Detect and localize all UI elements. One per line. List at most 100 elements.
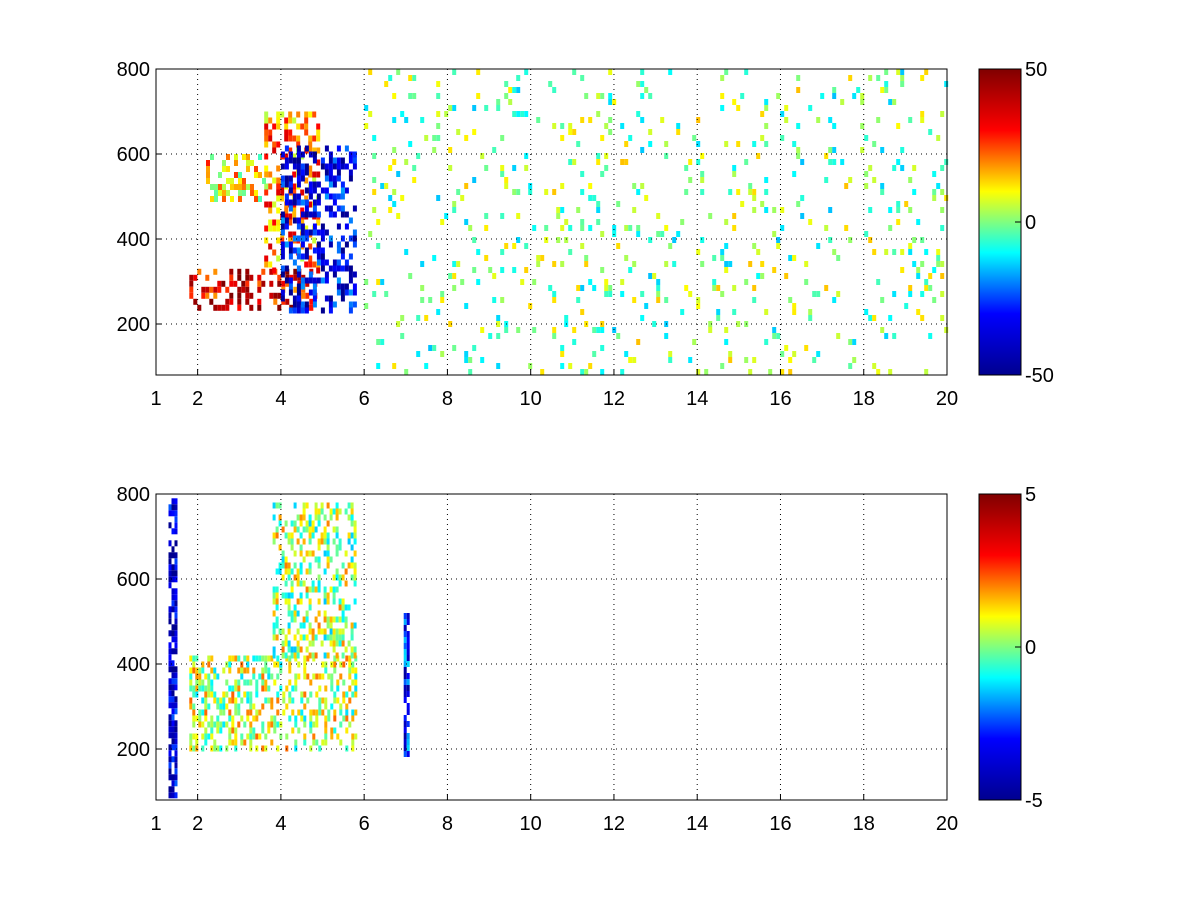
heat-cell xyxy=(272,538,276,545)
heat-cell xyxy=(312,135,317,142)
colorbar-tick-label: -5 xyxy=(1025,790,1043,812)
heat-cell xyxy=(314,556,318,563)
heat-cell xyxy=(323,610,327,617)
heat-cell xyxy=(448,165,453,171)
y-tick-label: 800 xyxy=(117,59,150,81)
heat-cell xyxy=(852,93,857,99)
heat-cell xyxy=(348,307,353,314)
heat-cell xyxy=(353,580,357,587)
heat-cell xyxy=(353,532,357,539)
heat-cell xyxy=(230,196,234,202)
heat-cell xyxy=(258,172,262,178)
heat-cell xyxy=(840,159,845,165)
heat-cell xyxy=(760,273,765,279)
heat-cell xyxy=(213,691,217,698)
heat-cell xyxy=(352,151,357,158)
heat-cell xyxy=(329,616,333,623)
bottom-axes-frame xyxy=(155,493,948,801)
heat-cell xyxy=(237,286,242,293)
heat-cell xyxy=(168,786,172,793)
heat-cell xyxy=(636,81,641,87)
heat-cell xyxy=(664,297,669,303)
heat-cell xyxy=(376,219,381,225)
heat-cell xyxy=(309,691,313,698)
heat-cell xyxy=(272,219,277,226)
heat-cell xyxy=(284,568,288,575)
heat-cell xyxy=(168,702,172,709)
heat-cell xyxy=(876,75,881,81)
heat-cell xyxy=(560,351,565,357)
heat-cell xyxy=(198,667,202,674)
heat-cell xyxy=(317,628,321,635)
heat-cell xyxy=(326,550,330,557)
heat-cell xyxy=(304,247,309,254)
heat-cell xyxy=(264,171,269,178)
heat-cell xyxy=(249,721,253,728)
heat-cell xyxy=(392,93,397,99)
heat-cell xyxy=(496,363,501,369)
heat-cell xyxy=(364,105,369,111)
heat-cell xyxy=(940,207,945,213)
heat-cell xyxy=(404,159,409,165)
heat-cell xyxy=(326,520,330,527)
heat-cell xyxy=(321,661,325,668)
heat-cell xyxy=(281,640,285,647)
heat-cell xyxy=(216,727,220,734)
heat-cell xyxy=(264,733,268,740)
heat-cell xyxy=(204,709,208,716)
heat-cell xyxy=(836,333,841,339)
heat-cell xyxy=(403,637,407,643)
heat-cell xyxy=(318,703,322,710)
heat-cell xyxy=(284,277,289,284)
heat-cell xyxy=(372,207,377,213)
heat-cell xyxy=(237,703,241,710)
heat-cell xyxy=(588,279,593,285)
heat-cell xyxy=(353,646,357,653)
heat-cell xyxy=(323,592,327,599)
heat-cell xyxy=(303,739,307,746)
heat-cell xyxy=(276,141,281,148)
heat-cell xyxy=(214,196,218,202)
heat-cell xyxy=(348,175,353,182)
heat-cell xyxy=(460,195,465,201)
heat-cell xyxy=(350,646,354,653)
heat-cell xyxy=(335,526,339,533)
heat-cell xyxy=(280,295,285,302)
heat-cell xyxy=(312,277,317,284)
heat-cell xyxy=(344,568,348,575)
heat-cell xyxy=(348,667,352,674)
heat-cell xyxy=(312,247,317,254)
heat-cell xyxy=(290,532,294,539)
heat-cell xyxy=(292,231,297,238)
heat-cell xyxy=(476,249,481,255)
heat-cell xyxy=(516,189,521,195)
heat-cell xyxy=(299,562,303,569)
heat-cell xyxy=(309,679,313,686)
heat-cell xyxy=(368,231,373,237)
heat-cell xyxy=(316,135,321,142)
heat-cell xyxy=(504,183,509,189)
heat-cell xyxy=(323,526,327,533)
y-tick-label: 200 xyxy=(117,314,150,336)
heat-cell xyxy=(406,745,410,751)
heat-cell xyxy=(229,268,234,275)
heat-cell xyxy=(255,715,259,722)
heat-cell xyxy=(302,502,306,509)
heat-cell xyxy=(424,363,429,369)
heat-cell xyxy=(174,732,178,739)
heat-cell xyxy=(213,667,217,674)
heat-cell xyxy=(294,715,298,722)
heat-cell xyxy=(403,733,407,739)
heat-cell xyxy=(752,297,757,303)
heat-cell xyxy=(648,93,653,99)
heat-cell xyxy=(296,610,300,617)
heat-cell xyxy=(317,520,321,527)
heat-cell xyxy=(201,745,205,752)
heat-cell xyxy=(280,265,285,272)
heat-cell xyxy=(302,634,306,641)
heat-cell xyxy=(290,544,294,551)
heat-cell xyxy=(250,160,254,166)
heat-cell xyxy=(304,169,309,176)
heat-cell xyxy=(268,219,273,226)
